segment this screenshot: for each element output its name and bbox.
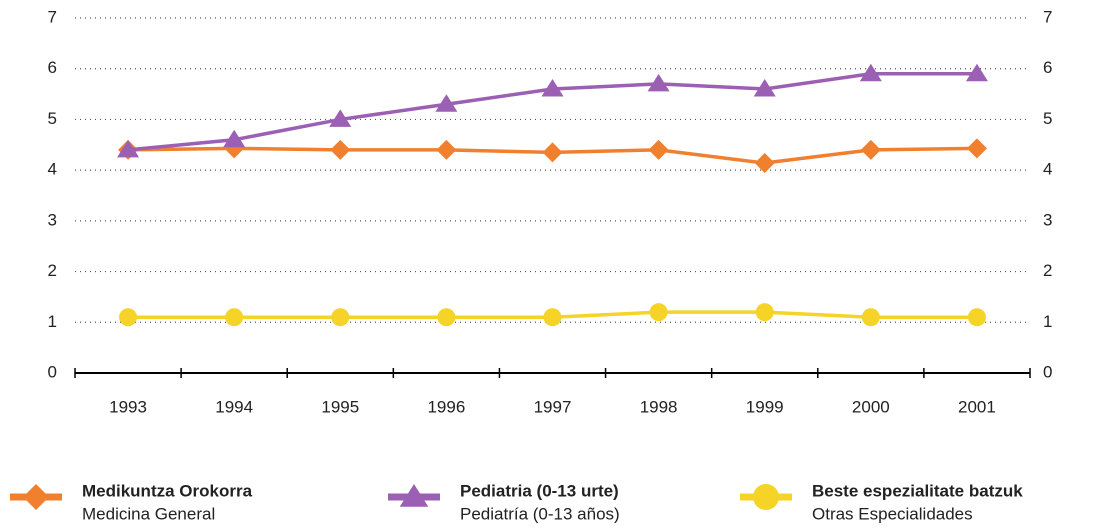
data-point <box>753 79 776 97</box>
legend-label: Pediatria (0-13 urte) <box>460 481 619 500</box>
data-point <box>117 139 140 158</box>
y2-tick-label: 1 <box>1043 312 1052 331</box>
x-tick-label: 1999 <box>746 397 784 416</box>
y2-tick-label: 6 <box>1043 58 1052 77</box>
data-point <box>755 303 774 322</box>
y-tick-label: 3 <box>48 210 57 229</box>
data-point <box>435 94 458 112</box>
data-point <box>648 139 669 160</box>
legend-sublabel: Medicina General <box>82 504 215 523</box>
y2-tick-label: 4 <box>1043 160 1052 179</box>
data-point <box>965 63 988 82</box>
data-point <box>966 138 987 159</box>
data-point <box>861 308 880 327</box>
y-tick-label: 6 <box>48 58 57 77</box>
y2-tick-label: 2 <box>1043 261 1052 280</box>
y-tick-label: 0 <box>48 362 57 381</box>
data-point <box>754 153 775 174</box>
legend-swatch-marker <box>399 484 429 507</box>
x-tick-label: 1997 <box>534 397 572 416</box>
data-point <box>647 73 670 92</box>
x-tick-label: 2001 <box>958 397 996 416</box>
data-point <box>541 79 564 97</box>
data-point <box>436 139 457 160</box>
data-point <box>543 308 562 327</box>
y2-tick-label: 0 <box>1043 362 1052 381</box>
y-tick-label: 5 <box>48 109 57 128</box>
data-point <box>860 139 881 160</box>
legend-swatch-marker <box>23 484 49 510</box>
y2-tick-label: 5 <box>1043 109 1052 128</box>
legend-swatch-marker <box>753 484 779 510</box>
x-tick-label: 2000 <box>852 397 890 416</box>
y-tick-label: 2 <box>48 261 57 280</box>
data-point <box>223 129 246 148</box>
legend-label: Beste espezialitate batzuk <box>812 481 1023 500</box>
x-tick-label: 1996 <box>427 397 465 416</box>
legend-sublabel: Otras Especialidades <box>812 504 973 523</box>
x-tick-label: 1993 <box>109 397 147 416</box>
data-point <box>859 63 882 82</box>
data-point <box>330 139 351 160</box>
legend-sublabel: Pediatría (0-13 años) <box>460 504 620 523</box>
data-point <box>331 308 350 327</box>
data-point <box>225 308 244 327</box>
x-tick-label: 1995 <box>321 397 359 416</box>
data-point <box>437 308 456 327</box>
legend-label: Medikuntza Orokorra <box>82 481 253 500</box>
data-point <box>119 308 138 327</box>
y-tick-label: 4 <box>48 160 57 179</box>
y-tick-label: 7 <box>48 7 57 26</box>
x-tick-label: 1994 <box>215 397 253 416</box>
data-point <box>649 303 668 322</box>
x-tick-label: 1998 <box>640 397 678 416</box>
data-point <box>967 308 986 327</box>
y2-tick-label: 3 <box>1043 210 1052 229</box>
y2-tick-label: 7 <box>1043 7 1052 26</box>
data-point <box>329 109 352 127</box>
data-point <box>542 142 563 163</box>
y-tick-label: 1 <box>48 312 57 331</box>
